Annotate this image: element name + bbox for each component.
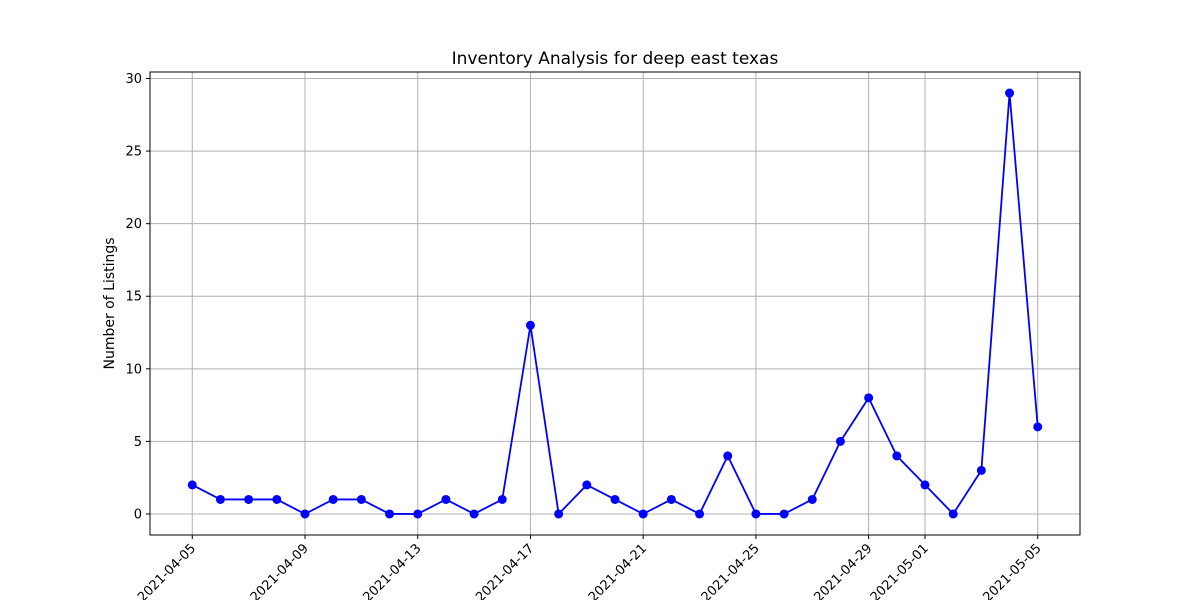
data-point [920,480,930,490]
data-point [582,480,592,490]
data-point [892,451,902,461]
series-layer [187,88,1043,519]
data-point [356,494,366,504]
data-point [300,509,310,519]
data-point [638,509,648,519]
data-point [864,393,874,403]
y-tick-label: 25 [125,145,142,160]
data-point [469,509,479,519]
data-point [525,320,535,330]
y-tick-label: 5 [134,435,142,450]
y-tick-label: 20 [125,217,142,232]
data-point [554,509,564,519]
data-point [751,509,761,519]
x-tick-label: 2021-04-29 [811,541,875,600]
chart-title: Inventory Analysis for deep east texas [452,49,779,69]
x-tick-label: 2021-04-25 [699,541,763,600]
data-point [695,509,705,519]
x-tick-label: 2021-04-17 [473,541,537,600]
series-line [191,92,1039,515]
x-axis: 2021-04-05 2021-04-09 2021-04-13 2021-04-17… [135,535,1045,604]
data-point [1005,88,1015,98]
data-point [807,494,817,504]
y-axis: 0 5 10 15 20 25 30 [125,72,150,522]
data-point [272,494,282,504]
y-tick-label: 30 [125,72,142,87]
data-point [779,509,789,519]
grid-layer [150,72,1080,535]
x-tick-label: 2021-05-05 [981,541,1045,600]
y-tick-label: 15 [125,290,142,305]
x-tick-label: 2021-04-21 [586,541,650,600]
x-tick-label: 2021-04-05 [135,541,199,600]
data-point [385,509,395,519]
y-axis-label: Number of Listings [102,237,118,369]
y-tick-label: 10 [125,362,142,377]
plot-frame [149,71,1081,536]
data-point [441,494,451,504]
data-point [215,494,225,504]
data-point [610,494,620,504]
data-point [244,494,254,504]
x-tick-label: 2021-05-01 [868,541,932,600]
data-point [497,494,507,504]
data-point [948,509,958,519]
data-point [1033,422,1043,432]
y-tick-label: 0 [134,507,142,522]
data-point [723,451,733,461]
data-point [835,436,845,446]
data-point [187,480,197,490]
x-tick-label: 2021-04-09 [248,541,312,600]
data-point [976,465,986,475]
data-point [413,509,423,519]
data-point [328,494,338,504]
x-tick-label: 2021-04-13 [361,541,425,600]
data-point [666,494,676,504]
